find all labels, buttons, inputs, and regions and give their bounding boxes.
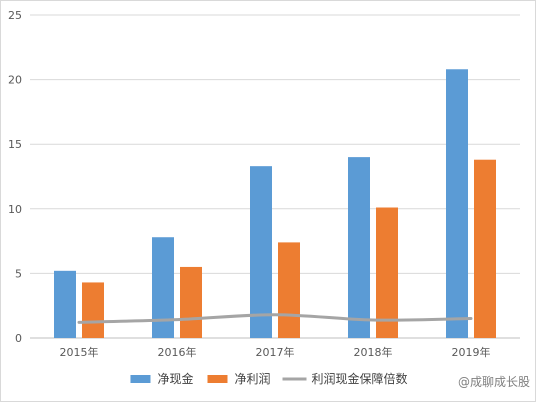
bar-net-cash (54, 270, 76, 338)
legend-label: 利润现金保障倍数 (312, 371, 408, 386)
bar-net-profit (82, 282, 104, 338)
legend-label: 净现金 (157, 371, 193, 386)
x-tick-label: 2019年 (452, 345, 491, 359)
x-tick-label: 2016年 (158, 345, 197, 359)
bar-net-profit (376, 207, 398, 338)
x-tick-label: 2015年 (60, 345, 99, 359)
legend-swatch (130, 375, 151, 383)
bar-net-cash (250, 166, 272, 338)
bar-net-profit (278, 242, 300, 338)
legend-swatch (207, 375, 228, 383)
y-tick-label: 0 (15, 332, 22, 345)
bar-net-cash (446, 69, 468, 338)
bar-net-cash (152, 237, 174, 338)
y-tick-label: 25 (8, 9, 22, 22)
y-tick-label: 15 (8, 138, 22, 151)
y-tick-label: 20 (8, 74, 22, 87)
legend-label: 净利润 (234, 372, 270, 386)
x-tick-label: 2018年 (354, 345, 393, 359)
bar-net-profit (180, 266, 202, 338)
y-tick-label: 5 (15, 267, 22, 280)
y-tick-label: 10 (8, 203, 22, 216)
bar-net-profit (474, 159, 496, 338)
watermark-text: @成聊成长股 (458, 375, 530, 389)
series-line-guarantee-multiple (77, 313, 473, 324)
bar-net-cash (348, 157, 370, 338)
x-tick-label: 2017年 (256, 345, 295, 359)
